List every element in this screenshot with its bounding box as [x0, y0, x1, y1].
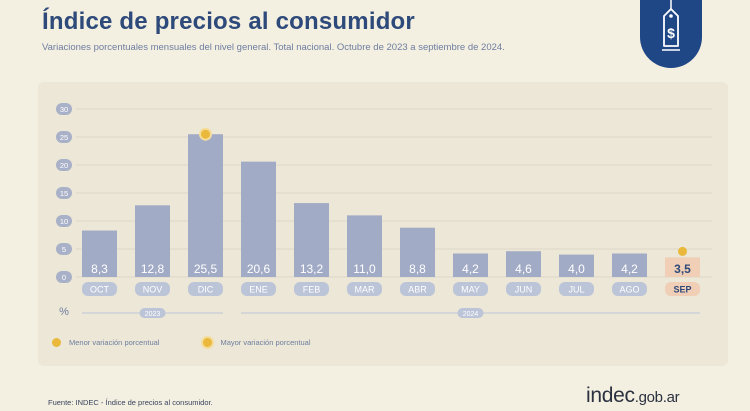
bar: [82, 230, 117, 277]
min-marker: [678, 246, 687, 256]
bar-value-label: 4,2: [621, 262, 638, 276]
legend-min-label: Menor variación porcentual: [69, 338, 160, 347]
year-pill: [457, 308, 484, 318]
bar-value-label: 11,0: [353, 262, 376, 276]
y-tick-pill: [56, 131, 72, 143]
legend-item-min: Menor variación porcentual: [52, 338, 159, 347]
y-tick-label: 15: [60, 189, 68, 198]
y-tick-pill: [56, 271, 72, 283]
brand-main: indec: [586, 384, 635, 407]
bar-value-label: 8,8: [409, 262, 426, 276]
bar-value-label: 3,5: [674, 262, 691, 276]
legend-max-marker: [203, 338, 213, 347]
category-pill: [665, 282, 700, 296]
y-tick-pill: [56, 243, 72, 255]
legend-min-marker: [52, 338, 61, 347]
brand-logo: indec.gob.ar: [586, 384, 680, 408]
category-pill: [453, 282, 488, 296]
brand-suffix: .gob.ar: [634, 389, 680, 406]
category-label: FEB: [303, 285, 321, 295]
category-pill: [135, 282, 170, 296]
category-label: MAR: [355, 285, 376, 295]
category-pill: [559, 282, 594, 296]
category-label: JUN: [515, 285, 533, 295]
bar: [188, 134, 223, 277]
bar-value-label: 25,5: [194, 262, 218, 276]
legend-max-label: Mayor variación porcentual: [220, 338, 311, 347]
bar-value-label: 4,6: [515, 262, 532, 276]
category-pill: [241, 282, 276, 296]
category-pill: [294, 282, 329, 296]
category-label: ABR: [408, 285, 427, 295]
bar-value-label: 20,6: [247, 262, 271, 276]
category-label: AGO: [619, 285, 639, 295]
year-label: 2023: [145, 311, 161, 318]
svg-text:$: $: [667, 25, 675, 41]
max-marker: [201, 129, 210, 139]
bar-value-label: 4,2: [462, 262, 479, 276]
y-tick-label: 5: [62, 245, 66, 254]
dollar-price-tag-icon: $: [662, 0, 680, 51]
bar-value-label: 13,2: [300, 262, 324, 276]
category-label: SEP: [673, 285, 691, 295]
bar: [347, 215, 382, 277]
y-axis-unit: %: [59, 306, 69, 318]
bar: [294, 203, 329, 277]
bar-value-label: 12,8: [141, 262, 165, 276]
category-label: DIC: [198, 285, 214, 295]
bar-value-label: 8,3: [91, 262, 108, 276]
y-tick-label: 25: [60, 133, 68, 142]
y-tick-pill: [56, 103, 72, 115]
y-tick-pill: [56, 215, 72, 227]
y-tick-label: 30: [60, 105, 68, 114]
page-title: Índice de precios al consumidor: [42, 8, 415, 35]
bar: [506, 251, 541, 277]
year-pill: [139, 308, 166, 318]
category-pill: [347, 282, 382, 296]
category-label: OCT: [90, 285, 110, 295]
badge: $: [640, 0, 702, 68]
bar: [559, 254, 594, 277]
bar: [453, 253, 488, 277]
y-tick-label: 10: [60, 217, 68, 226]
legend-item-max: Mayor variación porcentual: [203, 338, 311, 347]
bar: [400, 227, 435, 277]
bar-value-label: 4,0: [568, 262, 585, 276]
year-label: 2024: [463, 311, 479, 318]
y-tick-pill: [56, 159, 72, 171]
y-tick-label: 20: [60, 161, 68, 170]
y-tick-pill: [56, 187, 72, 199]
bar: [665, 257, 700, 277]
category-pill: [188, 282, 223, 296]
source-note: Fuente: INDEC - Índice de precios al con…: [48, 398, 213, 407]
category-label: ENE: [249, 285, 268, 295]
category-label: NOV: [143, 285, 163, 295]
category-pill: [400, 282, 435, 296]
bar: [241, 161, 276, 277]
legend: Menor variación porcentual Mayor variaci…: [52, 338, 311, 347]
category-pill: [612, 282, 647, 296]
category-pill: [82, 282, 117, 296]
page-subtitle: Variaciones porcentuales mensuales del n…: [42, 42, 505, 53]
y-tick-label: 0: [62, 273, 66, 282]
category-label: MAY: [461, 285, 480, 295]
category-label: JUL: [568, 285, 584, 295]
bar: [135, 205, 170, 277]
bar: [612, 253, 647, 277]
category-pill: [506, 282, 541, 296]
